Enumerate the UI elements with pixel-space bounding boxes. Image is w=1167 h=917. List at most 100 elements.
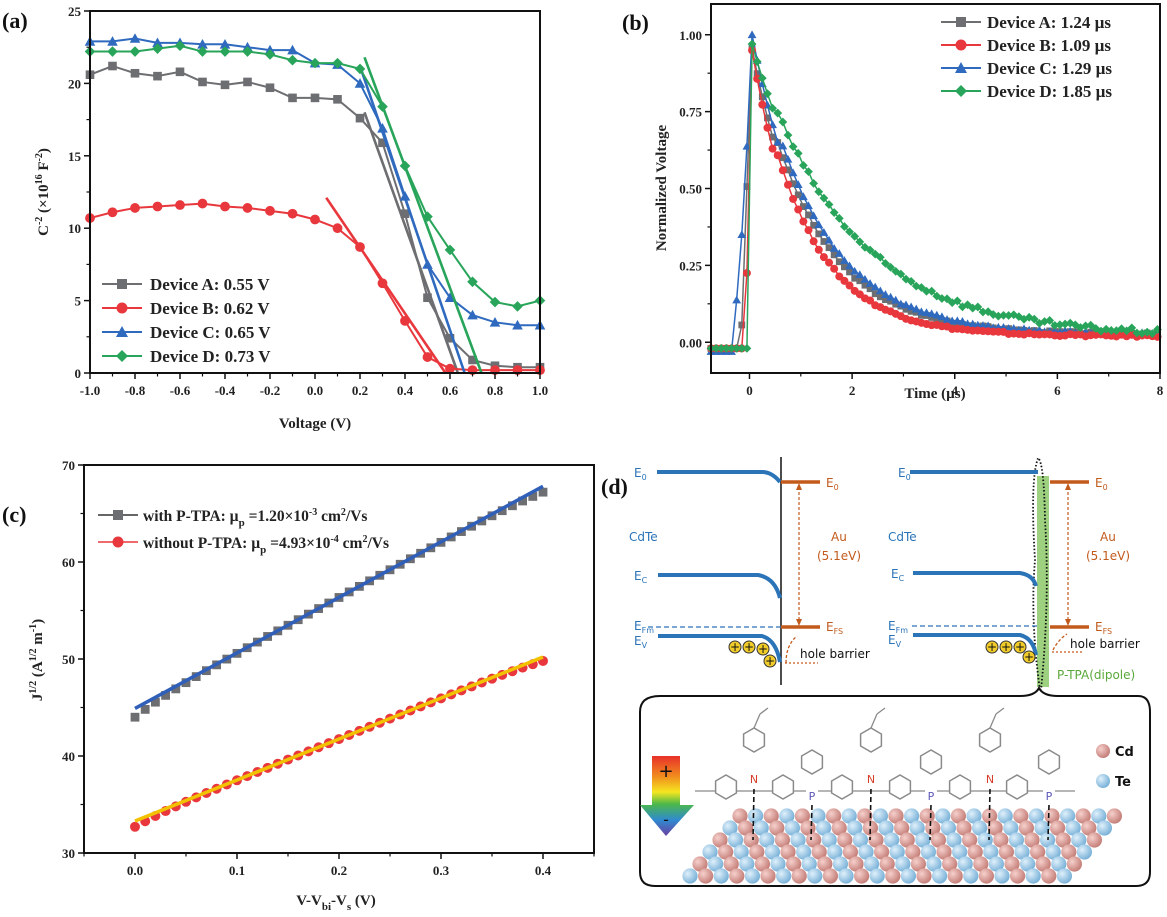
- band-diagram-without-ptpa: E0 CdTe EC EFm EV E0 Au (5.1eV) EFS hole…: [629, 457, 870, 685]
- data-point-square: [866, 285, 874, 293]
- data-point-triangle: [399, 191, 411, 201]
- data-point-diamond: [1127, 323, 1137, 333]
- interaction-dashed-line: [810, 804, 813, 841]
- interaction-dashed-line: [929, 804, 932, 841]
- data-point-triangle: [850, 266, 860, 275]
- legend-b-device-a: Device A: 1.24 µs: [941, 13, 1111, 32]
- panel-b-x-label: Time (µs): [904, 386, 965, 402]
- y-tick-label: 15: [68, 149, 82, 164]
- hole-icon: [1022, 650, 1036, 664]
- hole-icon: [756, 642, 770, 656]
- data-point-diamond: [783, 130, 793, 140]
- data-point-triangle: [911, 304, 921, 313]
- data-point-diamond: [809, 178, 819, 188]
- cd-atom: [1066, 856, 1082, 872]
- cd-atom: [910, 856, 927, 872]
- te-atom: [1034, 820, 1050, 836]
- panel-a-y-ticks: 0 5 10 15 20 25: [68, 4, 90, 381]
- legend-diamond-marker: [116, 350, 128, 362]
- te-atom: [796, 844, 812, 860]
- legend-c-label: with P-TPA: µp =1.20×10-3 cm2/Vs: [143, 507, 367, 529]
- te-atom: [1020, 856, 1036, 872]
- data-point-diamond: [916, 283, 926, 292]
- data-point-triangle: [896, 299, 906, 308]
- cd-atom: [712, 832, 728, 848]
- cd-atom: [1075, 808, 1091, 824]
- series-with-ptpa: [130, 484, 548, 722]
- data-point-diamond: [1050, 321, 1060, 330]
- atom-bg: [748, 771, 760, 785]
- data-point-diamond: [354, 63, 366, 75]
- data-point-diamond: [906, 277, 916, 286]
- y-tick-label: 0.50: [679, 182, 702, 197]
- data-point-square: [794, 191, 802, 199]
- data-point-diamond: [1055, 320, 1065, 330]
- data-point-diamond: [129, 46, 141, 57]
- label-efm: EFm: [888, 619, 908, 635]
- data-point-triangle: [747, 30, 757, 39]
- x-tick-label: -0.6: [170, 383, 191, 398]
- data-point-square: [753, 70, 761, 78]
- panel-a-legend: Device A: 0.55 V Device B: 0.62 V Device…: [102, 275, 271, 366]
- data-point-diamond: [152, 43, 163, 54]
- data-point-diamond: [489, 296, 501, 308]
- data-point-square: [851, 274, 859, 282]
- dipole-plus-sign: +: [658, 761, 673, 782]
- data-point-diamond: [1029, 314, 1039, 324]
- vinyl-group: [759, 707, 769, 715]
- data-point-square: [784, 166, 792, 174]
- data-point-circle: [804, 226, 813, 235]
- legend-diamond-marker: [955, 85, 967, 97]
- te-atom: [1025, 868, 1041, 884]
- te-atom: [1051, 856, 1067, 872]
- label-hole-barrier: hole barrier: [800, 647, 870, 661]
- data-point-diamond: [896, 269, 906, 279]
- te-atom: [1076, 844, 1092, 860]
- panel-a-y-label: C-2 (×1016 F-2): [34, 148, 52, 236]
- data-point-square: [518, 496, 527, 506]
- data-point-diamond: [1086, 320, 1096, 330]
- data-point-square: [825, 244, 833, 252]
- data-point-diamond: [768, 103, 777, 113]
- benzene-ring: [1005, 774, 1029, 800]
- data-point-diamond: [287, 54, 298, 66]
- te-atom: [972, 820, 988, 836]
- x-tick-label: 0.8: [487, 383, 504, 398]
- data-point-diamond: [845, 227, 854, 237]
- te-atom: [869, 868, 885, 884]
- x-tick-label: -1.0: [80, 383, 101, 398]
- data-point-diamond: [399, 160, 411, 172]
- data-point-diamond: [332, 57, 343, 69]
- te-atom: [847, 820, 863, 836]
- valence-band: [658, 634, 782, 663]
- hole-barrier-arrow: [1052, 633, 1068, 651]
- data-point-diamond: [1024, 312, 1034, 322]
- data-point-diamond: [788, 142, 798, 152]
- cd-atom: [1024, 832, 1040, 848]
- x-tick-label: 6: [1054, 383, 1061, 398]
- conduction-band: [913, 571, 1038, 587]
- linear-fit-line: [363, 111, 460, 374]
- cd-atom: [942, 856, 958, 872]
- hole-icon: [999, 640, 1013, 654]
- benzene-ring: [948, 774, 972, 800]
- legend-b-device-b: Device B: 1.09 µs: [941, 36, 1111, 55]
- dipole-direction-arrow: [640, 756, 694, 836]
- data-point-square: [497, 506, 507, 516]
- vacuum-level-band: [657, 470, 782, 484]
- cd-atom: [1044, 808, 1060, 824]
- hole-icon: [985, 640, 999, 654]
- data-point-diamond: [732, 344, 742, 353]
- phosphorus-atom-label: P: [1046, 790, 1053, 803]
- data-point-circle: [819, 253, 828, 262]
- data-point-diamond: [973, 302, 983, 312]
- data-point-triangle: [870, 282, 880, 291]
- te-atom: [963, 868, 979, 884]
- x-tick-label: 8: [1157, 383, 1164, 398]
- te-atom: [904, 808, 920, 824]
- data-point-square: [769, 133, 776, 141]
- data-point-diamond: [850, 231, 860, 241]
- data-point-triangle: [489, 317, 501, 327]
- data-point-diamond: [834, 213, 844, 223]
- panel-b-y-ticks: 0.00 0.25 0.50 0.75 1.00: [679, 28, 711, 350]
